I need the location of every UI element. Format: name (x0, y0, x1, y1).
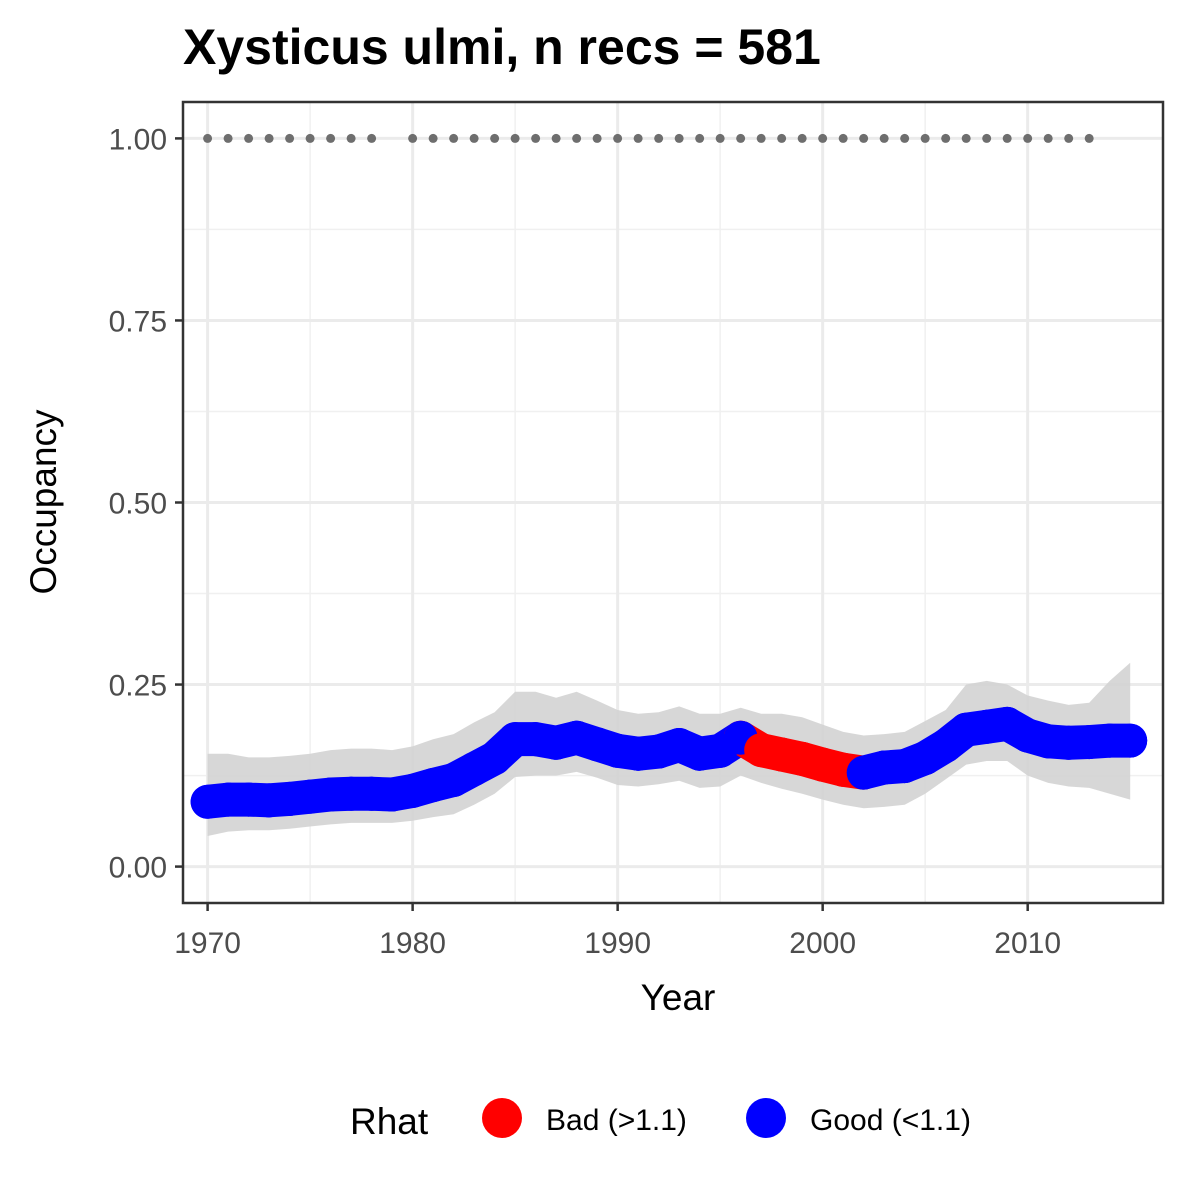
record-year-point (244, 133, 254, 143)
record-year-point (551, 133, 561, 143)
legend-label-bad: Bad (>1.1) (546, 1104, 687, 1137)
y-tick-label: 0.50 (109, 488, 167, 521)
record-year-point (961, 133, 971, 143)
x-tick-label: 2000 (789, 927, 856, 960)
record-year-point (203, 133, 213, 143)
record-year-point (223, 133, 233, 143)
legend: Rhat Bad (>1.1) Good (<1.1) (350, 1098, 971, 1142)
record-year-point (1064, 133, 1074, 143)
record-year-point (1084, 133, 1094, 143)
record-year-point (592, 133, 602, 143)
record-year-point (756, 133, 766, 143)
record-year-point (900, 133, 910, 143)
record-year-point (346, 133, 356, 143)
record-year-point (654, 133, 664, 143)
record-year-point (510, 133, 520, 143)
record-year-point (941, 133, 951, 143)
record-year-point (613, 133, 623, 143)
record-year-point (1023, 133, 1033, 143)
record-year-point (264, 133, 274, 143)
plot-panel: 1970 1980 1990 2000 2010 0.00 0.25 0.50 0.75 1.00 (109, 100, 1165, 960)
x-tick-label: 1970 (174, 927, 241, 960)
legend-key-good (746, 1098, 786, 1138)
x-tick-label: 2010 (994, 927, 1061, 960)
y-tick-label: 0.00 (109, 852, 167, 885)
y-tick-label: 1.00 (109, 123, 167, 156)
record-year-point (531, 133, 541, 143)
y-tick-label: 0.75 (109, 305, 167, 338)
record-year-point (633, 133, 643, 143)
legend-label-good: Good (<1.1) (810, 1104, 971, 1137)
record-year-point (1002, 133, 1012, 143)
record-year-point (1043, 133, 1053, 143)
record-year-point (490, 133, 500, 143)
record-year-point (715, 133, 725, 143)
record-year-point (797, 133, 807, 143)
record-year-point (572, 133, 582, 143)
x-tick-label: 1980 (379, 927, 446, 960)
y-axis-title: Occupancy (23, 409, 64, 595)
record-year-point (920, 133, 930, 143)
record-year-point (428, 133, 438, 143)
record-year-point (674, 133, 684, 143)
record-year-point (879, 133, 889, 143)
record-year-point (408, 133, 418, 143)
record-year-point (777, 133, 787, 143)
legend-key-bad (482, 1098, 522, 1138)
x-axis-title: Year (641, 977, 716, 1018)
record-year-point (305, 133, 315, 143)
legend-title: Rhat (350, 1101, 429, 1142)
record-year-point (736, 133, 746, 143)
chart-title: Xysticus ulmi, n recs = 581 (183, 19, 821, 75)
record-year-point (859, 133, 869, 143)
record-year-point (326, 133, 336, 143)
record-year-point (695, 133, 705, 143)
record-year-point (982, 133, 992, 143)
y-tick-label: 0.25 (109, 670, 167, 703)
occupancy-point (1113, 723, 1148, 758)
x-tick-label: 1990 (584, 927, 651, 960)
record-year-point (469, 133, 479, 143)
record-year-point (367, 133, 377, 143)
record-year-point (449, 133, 459, 143)
record-year-point (285, 133, 295, 143)
record-year-point (838, 133, 848, 143)
record-year-point (818, 133, 828, 143)
